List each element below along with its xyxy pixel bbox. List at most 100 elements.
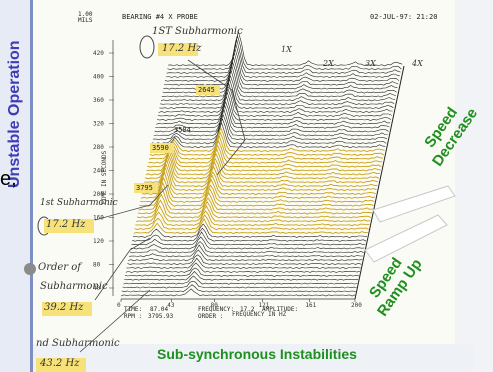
x-tick-label: 0: [117, 302, 121, 309]
trace-line: [133, 217, 368, 235]
y-tick-label: 240: [93, 168, 104, 175]
trace-line: [160, 69, 396, 102]
trace-line: [136, 199, 372, 219]
y-tick-label: 40: [93, 285, 101, 292]
highlight-marker-2645: [196, 85, 220, 95]
footer-time-label: TIME:: [124, 306, 143, 313]
trace-line: [127, 254, 362, 266]
trace-line: [164, 48, 400, 82]
freq-17hz-top: 17.2 Hz: [162, 43, 202, 54]
speed-ramp-up-arrow: [364, 214, 448, 263]
trace-fill: [128, 249, 363, 263]
annotation-arrow-39: [94, 237, 151, 301]
trace-line: [146, 147, 381, 172]
trace-line: [141, 166, 376, 196]
trace-line: [131, 231, 366, 246]
trace-line: [134, 214, 369, 231]
trace-line: [130, 236, 365, 250]
trace-line: [144, 155, 379, 184]
highlight-43hz: [36, 358, 86, 372]
order-marker-label: 2X: [322, 59, 334, 68]
trace-line: [123, 275, 358, 285]
trace-line: [151, 121, 386, 149]
amplitude-scale: 1.00 MILS: [78, 11, 93, 24]
order-marker-label: 4X: [411, 59, 423, 68]
trace-line: [126, 257, 361, 270]
trace-line: [168, 30, 403, 67]
trace-line: [128, 244, 363, 258]
time-marker-3795: 3795: [136, 184, 153, 192]
trace-line: [132, 227, 367, 242]
trace-line: [122, 280, 357, 289]
trace-line: [121, 284, 356, 293]
trace-line: [145, 150, 380, 176]
y-tick-label: 80: [93, 262, 101, 269]
trace-line: [166, 39, 401, 75]
trace-line: [140, 176, 375, 203]
footer-time-value: 87.04: [150, 306, 169, 313]
footer-rpm-label: RPM :: [124, 313, 143, 320]
trace-line: [161, 65, 396, 98]
trace-line: [125, 262, 360, 273]
left-stripe: [0, 0, 30, 372]
freq-17hz-left: 17.2 Hz: [46, 219, 86, 230]
timestamp: 02-JUL-97: 21:20: [370, 13, 438, 21]
bottom-bar: [33, 344, 473, 372]
trace-line: [150, 126, 385, 153]
y-tick-label: 360: [93, 97, 104, 104]
trace-line: [143, 158, 378, 188]
trace-line: [129, 241, 364, 254]
trace-fill: [129, 245, 363, 259]
trace-line: [149, 131, 385, 157]
trace-line: [154, 104, 389, 133]
y-tick-label: 320: [93, 121, 104, 128]
annotation-arrow-left: [94, 184, 169, 221]
trace-fill: [156, 96, 391, 127]
trace-line: [167, 34, 402, 71]
speed-decrease-arrow: [372, 185, 456, 223]
trace-line: [137, 193, 372, 215]
waterfall-paper: [33, 0, 465, 372]
time-marker-3584: 3584: [174, 126, 191, 134]
trace-line: [165, 43, 400, 78]
trace-line: [128, 249, 363, 262]
handwritten-c-top: [139, 35, 155, 59]
trace-line: [132, 223, 368, 238]
highlight-17hz-left: [44, 219, 94, 233]
footer-frequency-label: FREQUENCY:: [198, 306, 235, 313]
second-subharmonic-label: nd Subharmonic: [36, 338, 120, 349]
time-marker-2645: 2645: [198, 86, 215, 94]
time-marker-3590: 3590: [152, 144, 169, 152]
trace-line: [157, 88, 392, 117]
y-tick-label: 200: [93, 191, 104, 198]
trace-line: [160, 74, 395, 106]
footer-rpm-value: 3795.93: [148, 313, 174, 320]
trace-line: [139, 181, 374, 207]
order-marker-label: 1X: [281, 45, 292, 54]
trace-line: [159, 78, 394, 110]
footer-frequency-value: 17.2: [240, 306, 255, 313]
trace-line: [164, 51, 399, 86]
trace-line: [155, 101, 390, 129]
trace-line: [135, 210, 370, 227]
trace-line: [136, 204, 371, 223]
y-axis-title: TIME IN SECONDS: [101, 150, 108, 205]
trace-line: [156, 95, 391, 125]
x-axis-title: FREQUENCY IN HZ: [232, 311, 287, 318]
x-tick-label: 161: [305, 302, 316, 309]
first-subharmonic-top: 1ST Subharmonic: [152, 26, 243, 37]
y-tick-label: 120: [93, 238, 104, 245]
trace-line: [148, 139, 383, 164]
footer-order-label: ORDER :: [198, 313, 224, 320]
x-tick-label: 43: [167, 302, 175, 309]
trace-line: [148, 134, 384, 160]
highlight-39hz: [42, 302, 92, 316]
x-tick-label: 80: [211, 302, 219, 309]
trace-fill: [122, 281, 357, 291]
highlight-marker-3795: [134, 183, 158, 193]
trace-line: [124, 271, 359, 281]
trace-fill: [158, 83, 393, 115]
subharmonic-label: Subharmonic: [40, 281, 108, 292]
trace-line: [153, 108, 388, 137]
